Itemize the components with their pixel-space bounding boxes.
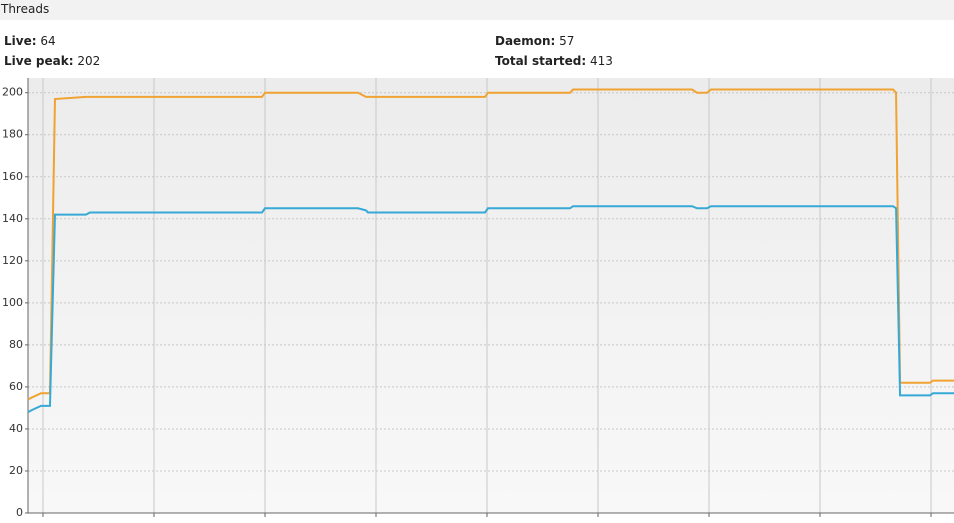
stat-value: 64	[40, 34, 56, 48]
stat: Daemon: 57	[495, 34, 574, 48]
y-tick-label: 100	[2, 296, 23, 309]
plot-area	[28, 78, 954, 513]
y-tick-label: 200	[2, 86, 23, 99]
y-tick-label: 20	[9, 464, 23, 477]
stat-label: Daemon:	[495, 34, 556, 48]
stat: Total started: 413	[495, 54, 613, 68]
stat-label: Live peak:	[4, 54, 74, 68]
series-line	[27, 88, 954, 401]
y-tick-label: 140	[2, 212, 23, 225]
y-tick-label: 80	[9, 338, 23, 351]
stat-value: 57	[559, 34, 575, 48]
stat: Live peak: 202	[4, 54, 100, 68]
y-tick-label: 180	[2, 128, 23, 141]
panel-title: Threads	[0, 0, 954, 20]
y-tick-label: 120	[2, 254, 23, 267]
stat-value: 413	[589, 54, 613, 68]
stat-label: Total started:	[495, 54, 587, 68]
stat-label: Live:	[4, 34, 37, 48]
y-tick-label: 160	[2, 170, 23, 183]
stat-value: 202	[77, 54, 101, 68]
stat: Live: 64	[4, 34, 56, 48]
series-line	[27, 205, 954, 414]
y-tick-label: 40	[9, 422, 23, 435]
y-tick-label: 60	[9, 380, 23, 393]
y-tick-label: 0	[16, 506, 23, 519]
